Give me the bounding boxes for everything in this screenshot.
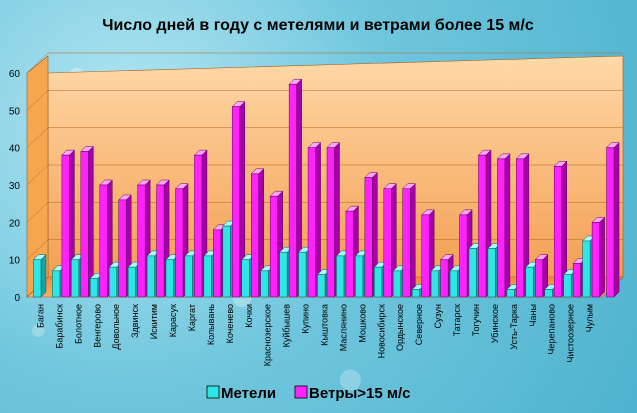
x-tick-label: Колывань [206, 304, 216, 345]
bars [32, 78, 620, 298]
y-tick-label: 40 [9, 144, 21, 155]
x-tick-label: Татарск [452, 304, 462, 336]
gridline-left [26, 202, 49, 223]
x-tick-label: Венгерово [92, 304, 102, 348]
gridline-left [26, 127, 49, 148]
bar-vetry [250, 168, 265, 298]
gridline-left [26, 164, 49, 186]
x-tick-label: Искитим [149, 304, 159, 339]
bar-vetry [307, 142, 322, 298]
x-tick-label: Здвинск [130, 304, 140, 338]
bar-vetry [496, 153, 511, 298]
bar-vetry [288, 78, 303, 298]
x-axis-labels: Баган Барабинск Болотное Венгерово Довольное… [35, 304, 594, 367]
x-tick-label: Тогучин [471, 304, 481, 336]
bar-vetry-extra [605, 142, 620, 298]
legend-swatch-meteli [206, 385, 220, 399]
legend-label-vetry: Ветры>15 м/с [309, 385, 411, 402]
x-tick-label: Каргат [187, 304, 197, 331]
bar-vetry [591, 216, 606, 298]
x-tick-label: Маслянино [338, 304, 348, 351]
bar-vetry [515, 153, 530, 298]
x-tick-label: Кочки [244, 304, 254, 328]
y-axis-ticks: 0 10 20 30 40 50 60 [9, 69, 21, 304]
x-tick-label: Убинское [490, 304, 500, 343]
bar-vetry [383, 183, 397, 298]
bar-vetry [402, 183, 416, 298]
x-tick-label: Чистоозерное [566, 304, 576, 362]
y-tick-label: 10 [9, 256, 21, 267]
x-tick-label: Болотное [73, 304, 83, 344]
x-tick-label: Купино [301, 304, 311, 334]
legend-label-meteli: Метели [221, 385, 276, 402]
x-tick-label: Чулым [585, 304, 595, 332]
y-tick-label: 30 [9, 181, 21, 192]
bar-vetry [553, 160, 568, 298]
legend: Метели Ветры>15 м/с [206, 385, 411, 402]
x-tick-label: Сузун [433, 304, 443, 329]
x-tick-label: Коченево [225, 304, 235, 343]
x-tick-label: Барабинск [54, 304, 64, 349]
bar-vetry [80, 145, 94, 298]
x-tick-label: Мошково [357, 304, 367, 343]
y-tick-label: 20 [9, 218, 21, 229]
x-tick-label: Кыштовка [320, 304, 330, 346]
y-tick-label: 60 [9, 69, 21, 80]
chart-title: Число дней в году с метелями и ветрами б… [102, 17, 534, 34]
x-tick-label: Карасук [168, 304, 178, 337]
x-tick-label: Ордынское [395, 304, 405, 351]
y-tick-label: 50 [9, 106, 21, 117]
x-tick-label: Баган [35, 304, 45, 328]
x-tick-label: Северное [414, 304, 424, 345]
bar-meteli [32, 254, 47, 298]
x-tick-label: Краснозерское [263, 304, 273, 366]
y-tick-label: 0 [14, 293, 20, 304]
gridline-left [26, 52, 49, 74]
x-tick-label: Черепаново [547, 304, 557, 355]
x-tick-label: Чаны [528, 304, 538, 326]
gridline-left [26, 90, 49, 111]
x-tick-label: Новосибирск [376, 304, 386, 358]
x-tick-label: Усть-Тарка [509, 304, 519, 350]
x-tick-label: Куйбышев [282, 304, 292, 348]
gridline-left [26, 239, 49, 260]
legend-swatch-vetry [294, 385, 308, 399]
x-tick-label: Довольное [111, 304, 121, 350]
